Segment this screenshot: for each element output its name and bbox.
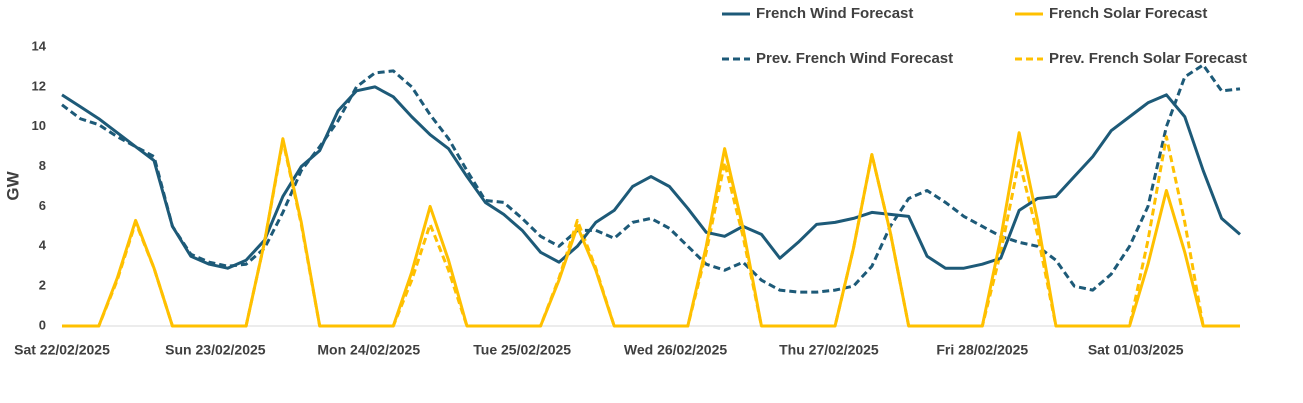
x-tick-label: Sat 01/03/2025 (1088, 342, 1184, 358)
y-tick-label: 12 (32, 78, 46, 93)
legend-label: Prev. French Wind Forecast (756, 50, 953, 67)
y-tick-label: 0 (39, 317, 46, 332)
legend-label: Prev. French Solar Forecast (1049, 50, 1247, 67)
y-tick-label: 2 (39, 278, 46, 293)
legend-label: French Wind Forecast (756, 5, 913, 22)
x-tick-label: Tue 25/02/2025 (473, 342, 571, 358)
series-line (61, 85, 1241, 270)
x-tick-label: Fri 28/02/2025 (936, 342, 1028, 358)
y-tick-label: 10 (32, 118, 46, 133)
y-tick-label: 4 (39, 238, 47, 253)
x-tick-label: Sat 22/02/2025 (14, 342, 110, 358)
x-tick-label: Wed 26/02/2025 (624, 342, 727, 358)
series-line (61, 63, 1241, 294)
y-tick-label: 8 (39, 158, 46, 173)
y-tick-label: 14 (32, 38, 47, 53)
x-tick-label: Mon 24/02/2025 (317, 342, 420, 358)
x-tick-label: Sun 23/02/2025 (165, 342, 266, 358)
series-line (62, 135, 1240, 328)
legend-label: French Solar Forecast (1049, 5, 1207, 22)
series-line (62, 131, 1240, 328)
y-axis-label: GW (3, 170, 22, 200)
x-tick-label: Thu 27/02/2025 (779, 342, 879, 358)
y-tick-label: 6 (39, 198, 46, 213)
